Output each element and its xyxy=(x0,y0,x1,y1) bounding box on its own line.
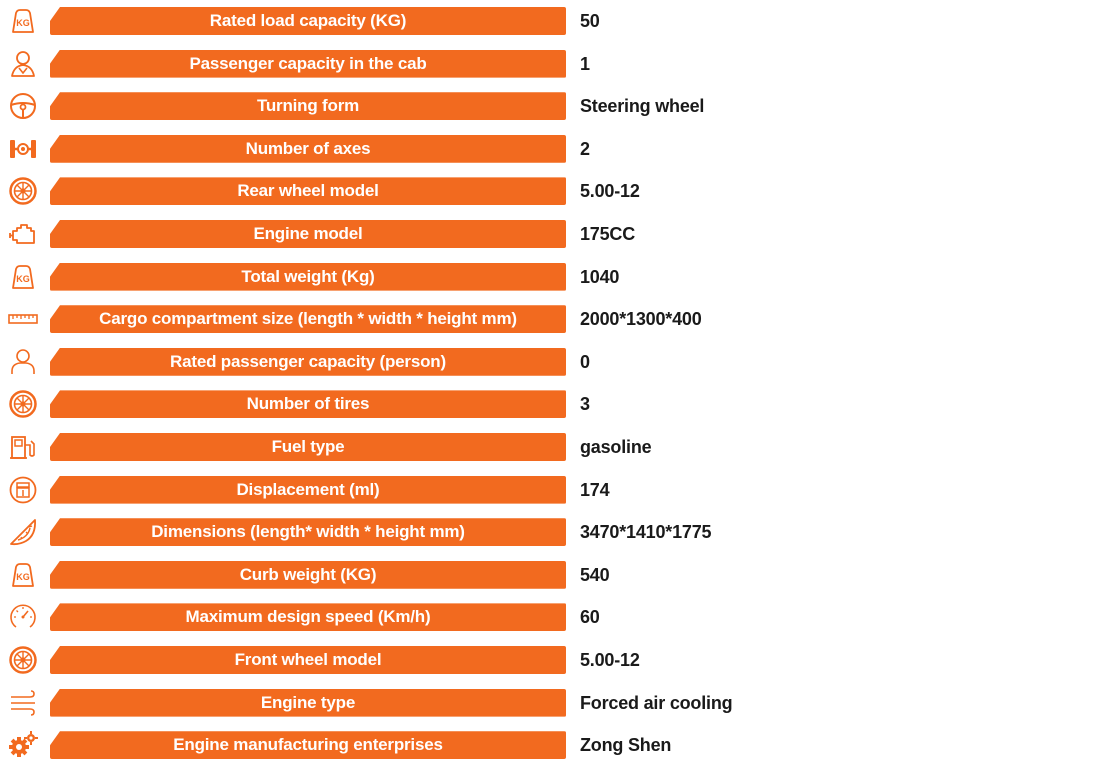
spec-label: Number of axes xyxy=(50,134,566,163)
spec-value: Steering wheel xyxy=(580,96,705,117)
spec-row: Number of tires 3 xyxy=(0,385,1100,423)
spec-value: 5.00-12 xyxy=(580,650,640,670)
ruler-icon xyxy=(6,304,40,334)
svg-text:KG: KG xyxy=(16,274,30,284)
spec-value: 3 xyxy=(580,394,590,415)
gears-icon xyxy=(6,730,40,760)
spec-value: 0 xyxy=(580,351,590,372)
spec-label: Curb weight (KG) xyxy=(50,560,566,589)
spec-label: Maximum design speed (Km/h) xyxy=(50,603,566,632)
spec-row: Engine type Forced air cooling xyxy=(0,684,1100,722)
spec-row: Number of axes 2 xyxy=(0,130,1100,168)
wheel-icon xyxy=(6,389,40,419)
spec-value: 1040 xyxy=(580,266,620,287)
svg-text:KG: KG xyxy=(16,18,30,28)
spec-value: Zong Shen xyxy=(580,735,672,756)
kg-weight-icon: KG xyxy=(6,6,40,36)
passenger-icon xyxy=(6,49,40,79)
wheel-icon xyxy=(6,176,40,206)
spec-value: 1 xyxy=(580,53,590,74)
spec-value: 50 xyxy=(580,11,600,31)
spec-label: Displacement (ml) xyxy=(50,475,566,504)
person-icon xyxy=(6,347,40,377)
spec-value: 60 xyxy=(580,607,600,628)
spec-value: 175CC xyxy=(580,224,636,244)
spec-label: Engine model xyxy=(50,220,566,248)
fuel-pump-icon xyxy=(6,432,40,462)
spec-row: Engine manufacturing enterprises Zong She… xyxy=(0,726,1100,764)
spec-label: Dimensions (length* width * height mm) xyxy=(50,518,566,547)
spec-value: 174 xyxy=(580,479,610,500)
spec-row: Cargo compartment size (length * width *… xyxy=(0,300,1100,338)
spec-label: Passenger capacity in the cab xyxy=(50,49,566,78)
spec-label: Rated load capacity (KG) xyxy=(50,7,566,35)
spec-row: Rated passenger capacity (person) 0 xyxy=(0,343,1100,381)
spec-label: Front wheel model xyxy=(50,646,566,674)
displacement-icon xyxy=(6,475,40,505)
spec-row: Passenger capacity in the cab 1 xyxy=(0,45,1100,83)
air-cooling-icon xyxy=(6,688,40,718)
spec-label: Number of tires xyxy=(50,390,566,419)
spec-label: Fuel type xyxy=(50,433,566,461)
kg-weight-icon: KG xyxy=(6,262,40,292)
spec-label: Rear wheel model xyxy=(50,177,566,206)
spec-label: Cargo compartment size (length * width *… xyxy=(50,305,566,334)
spec-value: 2 xyxy=(580,138,590,159)
spec-row: Dimensions (length* width * height mm) 34… xyxy=(0,513,1100,551)
protractor-icon xyxy=(6,517,40,547)
spec-label: Turning form xyxy=(50,92,566,121)
spec-row: Turning form Steering wheel xyxy=(0,87,1100,125)
spec-row: Maximum design speed (Km/h) 60 xyxy=(0,598,1100,636)
kg-weight-icon: KG xyxy=(6,560,40,590)
spec-row: Fuel type gasoline xyxy=(0,428,1100,466)
spec-value: 5.00-12 xyxy=(580,181,640,202)
spec-label: Engine type xyxy=(50,688,566,717)
engine-icon xyxy=(6,219,40,249)
spec-row: Front wheel model 5.00-12 xyxy=(0,641,1100,679)
spec-value: 540 xyxy=(580,564,610,585)
svg-text:KG: KG xyxy=(16,572,30,582)
spec-label: Rated passenger capacity (person) xyxy=(50,347,566,376)
speedometer-icon xyxy=(6,602,40,632)
spec-value: Forced air cooling xyxy=(580,692,733,713)
spec-label: Total weight (Kg) xyxy=(50,262,566,291)
axle-icon xyxy=(6,134,40,164)
spec-row: Engine model 175CC xyxy=(0,215,1100,253)
spec-row: Rear wheel model 5.00-12 xyxy=(0,172,1100,210)
spec-row: KG Curb weight (KG) 540 xyxy=(0,556,1100,594)
wheel-icon xyxy=(6,645,40,675)
spec-row: Displacement (ml) 174 xyxy=(0,471,1100,509)
spec-value: 2000*1300*400 xyxy=(580,309,702,330)
spec-label: Engine manufacturing enterprises xyxy=(50,731,566,760)
spec-value: gasoline xyxy=(580,437,652,457)
spec-row: KG Rated load capacity (KG) 50 xyxy=(0,2,1100,40)
steering-wheel-icon xyxy=(6,91,40,121)
spec-row: KG Total weight (Kg) 1040 xyxy=(0,258,1100,296)
spec-value: 3470*1410*1775 xyxy=(580,522,712,543)
